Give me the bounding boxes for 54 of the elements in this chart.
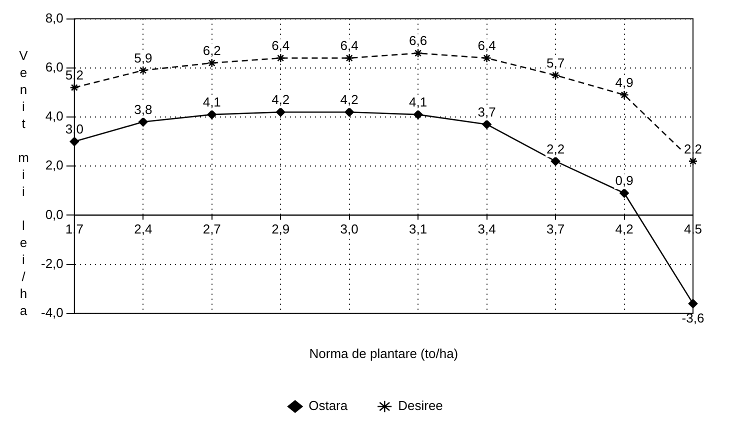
x-tick-label: 3,7: [546, 222, 565, 237]
point: [482, 53, 492, 63]
y-axis-title: Venit mii lei/ha: [15, 48, 32, 320]
data-label: -3,6: [682, 310, 704, 326]
data-label: 6,4: [340, 38, 358, 54]
data-label: 4,1: [202, 94, 221, 110]
data-label: 6,4: [272, 38, 290, 54]
y-tick-label: -2,0: [40, 256, 64, 271]
y-tick-label: 2,0: [45, 158, 64, 173]
point: [413, 110, 423, 120]
point: [482, 120, 492, 130]
data-label: 4,9: [615, 74, 634, 90]
y-tick-label: 8,0: [45, 10, 64, 26]
x-tick-label: 4,2: [615, 222, 634, 237]
point: [207, 110, 217, 120]
data-label: 5,7: [546, 55, 565, 70]
data-label: 0,9: [615, 173, 634, 188]
data-label: 3,7: [478, 104, 496, 120]
x-tick-label: 3,4: [478, 222, 496, 237]
data-label: 4,2: [272, 92, 290, 108]
point: [207, 58, 217, 68]
x-tick-label: 2,4: [134, 222, 152, 237]
data-label: 6,2: [202, 43, 221, 58]
data-label: 6,6: [409, 33, 428, 48]
point: [276, 53, 286, 63]
data-label: 2,2: [546, 141, 565, 156]
point: [550, 156, 560, 166]
x-tick-label: 3,1: [409, 222, 428, 237]
point: [344, 53, 354, 63]
point: [138, 66, 148, 76]
point: [688, 156, 698, 166]
data-label: 6,4: [478, 38, 496, 54]
x-tick-label: 2,7: [202, 222, 221, 237]
x-tick-label: 3,0: [340, 222, 358, 237]
point: [344, 107, 354, 117]
x-tick-label: 2,9: [272, 222, 290, 237]
point: [138, 117, 148, 127]
y-tick-label: 4,0: [45, 108, 64, 124]
point: [620, 90, 629, 100]
point: [550, 70, 560, 80]
y-tick-label: 0,0: [45, 206, 64, 222]
point: [413, 48, 423, 58]
y-tick-label: 6,0: [45, 59, 64, 74]
y-tick-label: -4,0: [40, 304, 64, 320]
legend-label: Ostara: [308, 398, 348, 414]
data-label: 3,8: [134, 102, 152, 117]
legend-label: Desiree: [398, 398, 443, 414]
data-label: 4,2: [340, 92, 358, 108]
x-axis-title: Norma de plantare (to/ha): [309, 346, 458, 361]
point: [620, 188, 629, 198]
data-label: 5,9: [134, 50, 152, 66]
point: [70, 82, 80, 92]
data-label: 4,1: [409, 94, 428, 110]
point: [276, 107, 286, 117]
